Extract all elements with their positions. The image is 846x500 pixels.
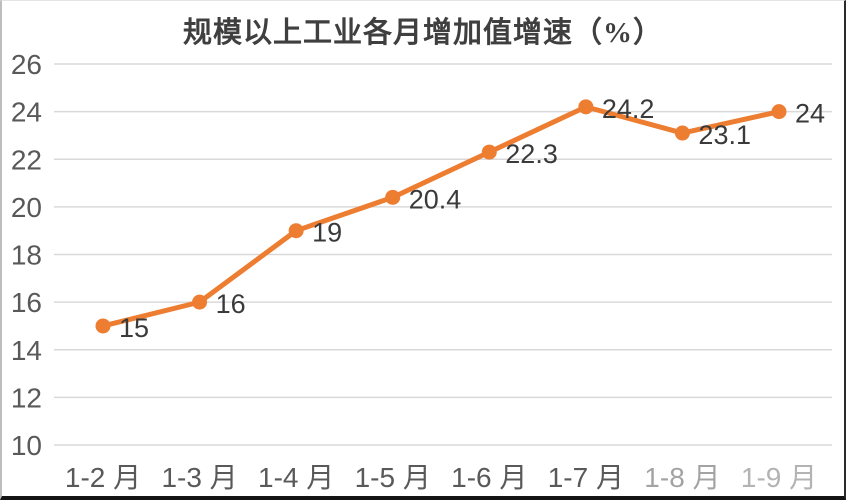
data-point-marker — [288, 223, 304, 239]
data-point-label: 24 — [795, 99, 825, 129]
data-point-label: 15 — [119, 313, 149, 343]
x-axis-tick-label: 1-4 月 — [258, 462, 334, 493]
data-point-label: 19 — [312, 218, 342, 248]
y-axis-tick-label: 24 — [11, 97, 42, 128]
data-point-marker — [385, 189, 401, 205]
x-axis-tick-label: 1-5 月 — [355, 462, 431, 493]
data-point-marker — [674, 125, 690, 141]
x-axis-tick-label: 1-2 月 — [65, 462, 141, 493]
data-point-label: 16 — [216, 289, 246, 319]
y-axis-tick-label: 22 — [11, 144, 42, 175]
x-axis-tick-label: 1-8 月 — [644, 462, 720, 493]
chart-title: 规模以上工业各月增加值增速（%） — [182, 17, 663, 49]
data-point-label: 23.1 — [698, 120, 751, 150]
x-axis-tick-label: 1-3 月 — [161, 462, 237, 493]
y-axis-tick-label: 16 — [11, 287, 42, 318]
x-axis-tick-label: 1-7 月 — [548, 462, 624, 493]
y-axis-tick-label: 12 — [11, 382, 42, 413]
y-axis-tick-label: 18 — [11, 240, 42, 271]
data-point-marker — [578, 99, 594, 115]
y-axis-tick-label: 26 — [11, 49, 42, 80]
y-axis-tick-label: 14 — [11, 335, 42, 366]
data-point-marker — [95, 318, 111, 334]
data-point-label: 24.2 — [602, 94, 655, 124]
y-axis-tick-label: 20 — [11, 192, 42, 223]
y-axis-tick-label: 10 — [11, 430, 42, 461]
data-point-label: 20.4 — [409, 184, 462, 214]
data-point-label: 22.3 — [505, 139, 558, 169]
data-point-marker — [771, 104, 787, 120]
x-axis-tick-label: 1-9 月 — [741, 462, 817, 493]
data-point-marker — [192, 294, 208, 310]
trend-line — [100, 104, 782, 329]
data-point-marker — [481, 144, 497, 160]
x-axis-tick-label: 1-6 月 — [451, 462, 527, 493]
